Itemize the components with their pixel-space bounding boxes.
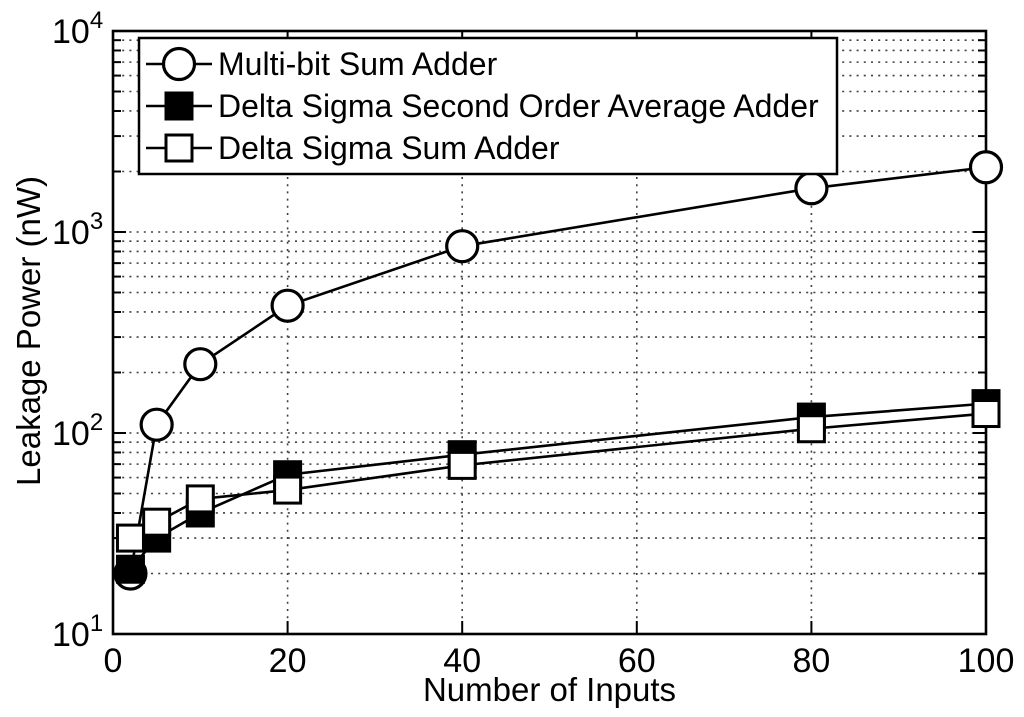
open-circle-marker <box>445 229 480 264</box>
open-circle-marker <box>270 288 305 323</box>
y-tick-label: 102 <box>52 409 103 453</box>
series-delta-sigma-sum-adder <box>115 399 1001 553</box>
series-delta-sigma-second-order-average-adder <box>115 389 1001 584</box>
open-square-marker <box>115 523 145 553</box>
open-square-marker <box>796 414 826 444</box>
series-line <box>129 402 987 571</box>
plot-border <box>111 29 988 636</box>
open-circle-marker <box>968 150 1004 185</box>
legend-label: Delta Sigma Sum Adder <box>218 130 560 166</box>
filled-square-marker <box>115 554 145 584</box>
x-tick-label: 80 <box>792 642 830 680</box>
legend-label: Delta Sigma Second Order Average Adder <box>218 88 819 124</box>
open-square-marker <box>273 475 303 505</box>
legend-entry-delta-sigma-sum-adder: Delta Sigma Sum Adder <box>146 130 560 166</box>
open-square-marker <box>142 507 172 537</box>
open-circle-marker <box>161 46 197 82</box>
open-circle-marker <box>139 407 174 442</box>
legend-entry-multi-bit-sum-adder: Multi-bit Sum Adder <box>146 46 498 82</box>
series-multi-bit-sum-adder <box>113 150 1004 591</box>
x-tick-label: 0 <box>104 642 123 680</box>
open-circle-marker <box>794 171 829 206</box>
open-square-marker <box>164 133 194 163</box>
open-square-marker <box>971 399 1001 429</box>
legend-entry-delta-sigma-second-order-average-adder: Delta Sigma Second Order Average Adder <box>146 88 819 124</box>
open-square-marker <box>447 450 477 480</box>
legend-box <box>137 36 839 176</box>
x-axis-label: Number of Inputs <box>423 671 676 708</box>
x-tick-labels: 0 20 40 60 80 100 <box>104 642 1015 680</box>
x-tick-label: 20 <box>269 642 307 680</box>
axes-frame <box>111 29 988 636</box>
open-circle-marker <box>183 347 218 382</box>
y-tick-labels: 101 102 103 104 <box>52 7 103 654</box>
legend: Multi-bit Sum Adder Delta Sigma Second Or… <box>137 36 839 176</box>
y-axis-label: Leakage Power (nW) <box>10 176 47 486</box>
x-tick-label: 60 <box>618 642 656 680</box>
x-tick-label: 100 <box>958 642 1015 680</box>
x-tick-label: 40 <box>443 642 481 680</box>
y-tick-label: 104 <box>52 7 103 51</box>
filled-square-marker <box>164 91 194 121</box>
y-tick-label: 101 <box>52 610 103 654</box>
y-tick-label: 103 <box>52 208 103 252</box>
open-square-marker <box>185 484 215 514</box>
legend-label: Multi-bit Sum Adder <box>218 46 498 82</box>
